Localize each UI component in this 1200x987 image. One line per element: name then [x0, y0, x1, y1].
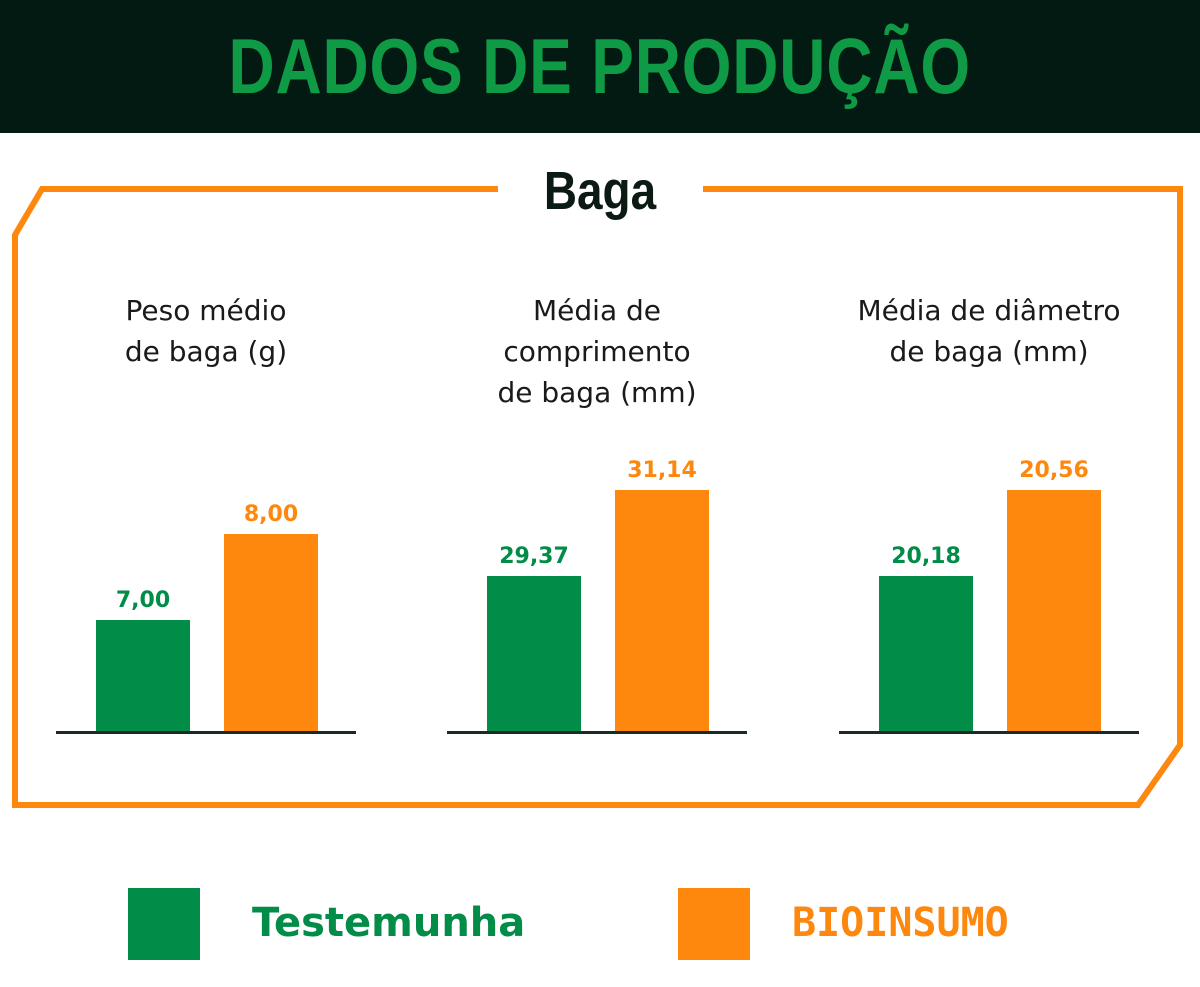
chart-title-line: de baga (mm) — [497, 376, 697, 409]
bar-value-testemunha: 7,00 — [115, 588, 171, 613]
legend-label-bioinsumo: BIOINSUMO — [792, 900, 1009, 946]
chart-title-line: Peso médio — [125, 294, 287, 327]
bar-value-testemunha: 20,18 — [891, 544, 961, 569]
chart-title-line: de baga (g) — [124, 335, 288, 368]
bar-bioinsumo — [1007, 490, 1101, 732]
chart-title-line: Média de diâmetro — [857, 294, 1121, 327]
bar-value-testemunha: 29,37 — [499, 544, 569, 569]
legend-swatch-bioinsumo — [678, 888, 750, 960]
chart-title: Peso médio de baga (g) — [46, 290, 366, 372]
section-title: Baga — [543, 161, 657, 221]
x-axis-line — [839, 731, 1139, 734]
x-axis-line — [447, 731, 747, 734]
chart-title-line: Média de — [533, 294, 661, 327]
bar-bioinsumo — [615, 490, 709, 732]
chart-comprimento: Média de comprimento de baga (mm) 29,37 … — [447, 290, 767, 750]
page-header: DADOS DE PRODUÇÃO — [0, 0, 1200, 133]
x-axis-line — [56, 731, 356, 734]
bar-value-bioinsumo: 20,56 — [1019, 458, 1089, 483]
bar-value-bioinsumo: 8,00 — [243, 502, 299, 527]
legend-swatch-testemunha — [128, 888, 200, 960]
bar-value-bioinsumo: 31,14 — [627, 458, 697, 483]
chart-peso-medio: Peso médio de baga (g) 7,00 8,00 — [56, 290, 376, 750]
bar-testemunha — [96, 620, 190, 732]
chart-diametro: Média de diâmetro de baga (mm) 20,18 20,… — [839, 290, 1159, 750]
chart-title-line: comprimento — [503, 335, 691, 368]
chart-title: Média de comprimento de baga (mm) — [437, 290, 757, 413]
page-title: DADOS DE PRODUÇÃO — [228, 22, 972, 110]
bar-testemunha — [879, 576, 973, 732]
bar-bioinsumo — [224, 534, 318, 732]
bar-testemunha — [487, 576, 581, 732]
chart-title: Média de diâmetro de baga (mm) — [829, 290, 1149, 372]
chart-title-line: de baga (mm) — [889, 335, 1089, 368]
legend-label-testemunha: Testemunha — [252, 900, 526, 946]
